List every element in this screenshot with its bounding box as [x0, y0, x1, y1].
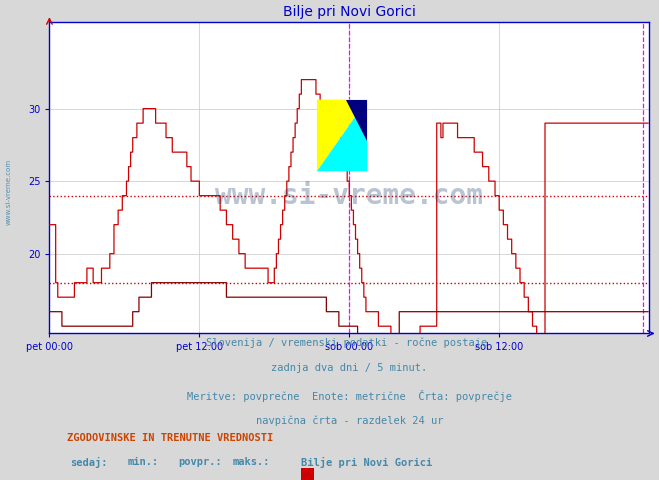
Text: Bilje pri Novi Gorici: Bilje pri Novi Gorici [301, 457, 432, 468]
Text: navpična črta - razdelek 24 ur: navpična črta - razdelek 24 ur [256, 416, 443, 426]
Text: Meritve: povprečne  Enote: metrične  Črta: povprečje: Meritve: povprečne Enote: metrične Črta:… [186, 390, 512, 402]
Text: min.:: min.: [127, 457, 159, 467]
Text: sedaj:: sedaj: [71, 457, 108, 468]
Text: ZGODOVINSKE IN TRENUTNE VREDNOSTI: ZGODOVINSKE IN TRENUTNE VREDNOSTI [67, 432, 273, 443]
Title: Bilje pri Novi Gorici: Bilje pri Novi Gorici [283, 5, 416, 19]
Text: povpr.:: povpr.: [179, 457, 222, 467]
Polygon shape [317, 99, 367, 171]
Text: www.si-vreme.com: www.si-vreme.com [5, 159, 12, 225]
Polygon shape [346, 99, 367, 141]
Polygon shape [317, 99, 367, 171]
Text: www.si-vreme.com: www.si-vreme.com [215, 182, 483, 210]
Bar [301, 468, 314, 480]
Text: maks.:: maks.: [233, 457, 270, 467]
Text: zadnja dva dni / 5 minut.: zadnja dva dni / 5 minut. [271, 363, 428, 373]
Text: Slovenija / vremenski podatki - ročne postaje.: Slovenija / vremenski podatki - ročne po… [206, 338, 493, 348]
